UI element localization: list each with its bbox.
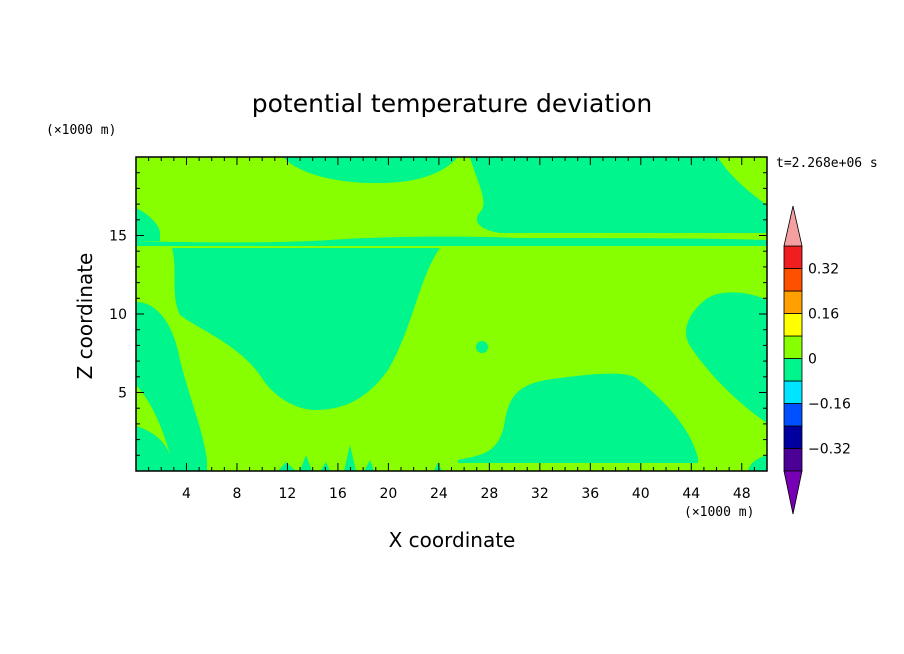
- colorbar-label: −0.32: [808, 442, 851, 458]
- x-tick-label: 16: [329, 486, 347, 502]
- x-tick-label: 12: [279, 486, 297, 502]
- x-units-label: (×1000 m): [684, 505, 754, 520]
- y-tick-label: 5: [118, 386, 127, 402]
- x-tick-label: 24: [430, 486, 448, 502]
- colorbar-segment: [783, 313, 803, 337]
- region-top-center: [283, 157, 458, 184]
- x-tick-label: 36: [581, 486, 599, 502]
- colorbar-label: 0.32: [808, 262, 839, 278]
- region-top-right: [470, 157, 767, 233]
- colorbar-segment: [783, 245, 803, 269]
- region-left-lower: [136, 302, 207, 471]
- colorbar-segment: [783, 335, 803, 359]
- region-right-mid: [685, 292, 767, 423]
- colorbar: 0.32 0.16 0 −0.16 −0.32: [783, 205, 851, 515]
- region-bottom-right-edge: [748, 455, 767, 471]
- region-bottom-streaks: [170, 445, 442, 471]
- y-tick-label: 10: [109, 307, 127, 323]
- x-tick-label: 44: [682, 486, 700, 502]
- colorbar-segment: [783, 380, 803, 404]
- y-axis: 5 10 15: [109, 172, 767, 456]
- anomaly-regions: [136, 157, 767, 471]
- region-central-bowl: [172, 248, 440, 410]
- colorbar-over-arrow: [783, 205, 803, 247]
- x-tick-label: 32: [531, 486, 549, 502]
- x-tick-label: 48: [733, 486, 751, 502]
- x-tick-label: 20: [379, 486, 397, 502]
- y-units-label: (×1000 m): [46, 123, 116, 138]
- colorbar-segment: [783, 425, 803, 449]
- y-axis-label: Z coordinate: [73, 253, 97, 380]
- region-left-top-band: [136, 208, 160, 241]
- region-thin-band: [136, 236, 767, 246]
- x-axis-label: X coordinate: [389, 528, 516, 552]
- colorbar-segment: [783, 448, 803, 472]
- x-tick-label: 4: [182, 486, 191, 502]
- time-label: t=2.268e+06 s: [776, 156, 878, 171]
- colorbar-segment: [783, 268, 803, 292]
- colorbar-segment: [783, 403, 803, 427]
- colorbar-segment: [783, 290, 803, 314]
- region-bottom-right: [458, 373, 698, 463]
- x-tick-label: 40: [632, 486, 650, 502]
- x-axis: 4 8 12 16 20 24 28 32 36 40 44 48: [148, 157, 755, 502]
- contour-field: [136, 157, 767, 471]
- y-tick-label: 15: [109, 229, 127, 245]
- colorbar-label: 0: [808, 352, 817, 368]
- colorbar-label: −0.16: [808, 397, 851, 413]
- chart-title: potential temperature deviation: [252, 89, 652, 118]
- colorbar-segment: [783, 358, 803, 382]
- region-small-blob: [476, 341, 488, 353]
- colorbar-under-arrow: [783, 470, 803, 515]
- x-tick-label: 8: [232, 486, 241, 502]
- x-tick-label: 28: [480, 486, 498, 502]
- colorbar-label: 0.16: [808, 307, 839, 323]
